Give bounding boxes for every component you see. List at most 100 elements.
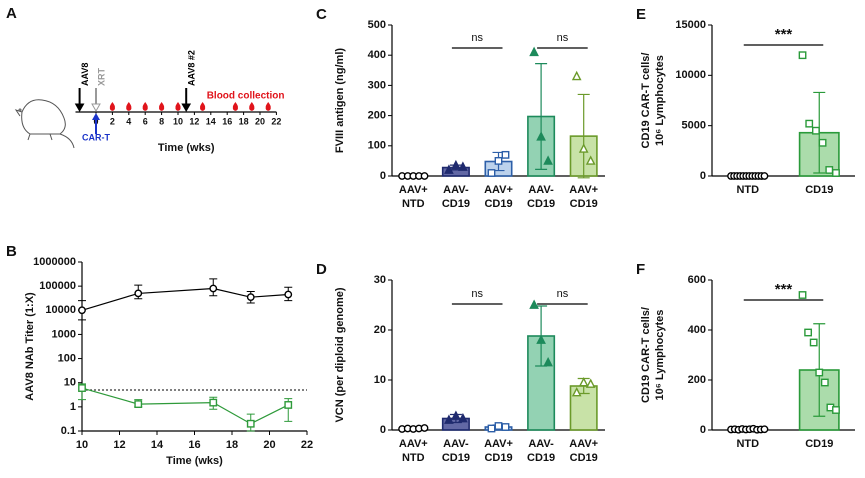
x-tick-label: 18: [239, 116, 249, 126]
x-tick-label: 14: [151, 439, 164, 451]
x-tick-label-line: AAV-: [443, 438, 469, 450]
blood-drop: [109, 102, 116, 111]
data-point: [536, 131, 546, 141]
y-tick-label: 30: [374, 274, 386, 286]
x-tick-label: 2: [110, 116, 115, 126]
significance-label: ns: [557, 32, 569, 44]
x-tick-label-line: CD19: [805, 438, 833, 450]
data-point: [487, 169, 496, 177]
x-tick-label: AAV+ CD19: [569, 438, 598, 464]
x-tick-label: 10: [173, 116, 183, 126]
x-tick-label: AAV- CD19: [527, 184, 555, 210]
y-tick-label: 600: [688, 274, 706, 286]
data-point: [458, 412, 468, 423]
event-label: CAR-T: [82, 132, 110, 142]
blood-drop: [232, 102, 238, 111]
x-axis-label: Time (wks): [158, 142, 215, 154]
y-tick-label: 400: [368, 49, 386, 61]
blood-drop: [200, 102, 206, 111]
data-point: [809, 338, 818, 347]
y-tick-label: 0.1: [61, 425, 76, 437]
x-tick-label-line: CD19: [805, 184, 833, 196]
x-tick-label-line: NTD: [736, 438, 759, 450]
blood-drop: [126, 102, 132, 111]
y-tick-label: 1: [70, 401, 76, 413]
x-tick-label: AAV- CD19: [442, 184, 470, 210]
data-point: [815, 368, 824, 377]
x-tick-label: 20: [263, 439, 275, 451]
y-tick-label: 10: [374, 374, 386, 386]
data-point: [529, 46, 539, 57]
x-tick-label: AAV+ NTD: [399, 438, 428, 464]
y-tick-label: 100: [368, 140, 386, 152]
y-axis-label: 10⁶ Lymphocytes: [654, 55, 666, 146]
data-point: [284, 401, 293, 409]
x-tick-label-line: CD19: [484, 452, 512, 464]
x-tick-label: 22: [301, 439, 313, 451]
y-tick-label: 300: [368, 79, 386, 91]
panel-label: D: [316, 261, 327, 278]
y-tick-label: 100: [58, 352, 76, 364]
x-tick-label: 10: [76, 439, 88, 451]
x-tick-label: AAV+ CD19: [569, 184, 598, 210]
data-point: [585, 378, 596, 388]
data-point: [494, 422, 503, 430]
x-tick-label-line: AAV-: [528, 184, 554, 196]
y-tick-label: 1000000: [33, 256, 76, 268]
x-tick-label-line: CD19: [527, 198, 555, 210]
y-axis-label: CD19 CAR-T cells/: [640, 307, 652, 403]
x-tick-label-line: CD19: [484, 198, 512, 210]
y-tick-label: 5000: [682, 120, 706, 132]
x-tick-label: CD19: [805, 438, 833, 450]
y-axis-label: AAV8 NAb Titer (1:X): [24, 292, 36, 401]
y-axis-label: FVIII antigen (ng/ml): [334, 48, 346, 153]
x-tick-label: 6: [143, 116, 148, 126]
y-tick-label: 20: [374, 324, 386, 336]
blood-drop: [159, 102, 165, 111]
data-point: [444, 164, 454, 174]
event-label: AAV8 #2: [187, 50, 197, 86]
data-point: [760, 425, 769, 434]
data-point: [458, 161, 468, 171]
panel-label: A: [6, 5, 17, 22]
x-tick-label: 12: [189, 116, 199, 126]
data-point: [760, 172, 769, 180]
data-point: [246, 293, 255, 302]
x-tick-label: AAV- CD19: [442, 438, 470, 464]
data-point: [585, 155, 596, 165]
y-tick-label: 0: [700, 170, 706, 182]
x-tick-label: AAV- CD19: [527, 438, 555, 464]
data-point: [444, 414, 454, 424]
y-tick-label: 10: [64, 377, 76, 389]
y-axis-label: CD19 CAR-T cells/: [640, 53, 652, 149]
y-tick-label: 200: [368, 110, 386, 122]
x-tick-label: 20: [255, 116, 265, 126]
event-arrow: [92, 113, 100, 134]
x-tick-label-line: NTD: [402, 198, 425, 210]
panel-label: C: [316, 6, 327, 23]
arrow-head: [91, 103, 101, 113]
data-point: [818, 138, 827, 147]
x-axis-label: Time (wks): [166, 455, 223, 467]
data-point: [543, 356, 553, 367]
x-tick-label: 22: [271, 116, 281, 126]
event-arrow: [91, 88, 101, 113]
data-point: [78, 384, 86, 392]
y-tick-label: 0: [380, 424, 386, 436]
x-tick-label-line: AAV+: [399, 184, 428, 196]
panel-label: E: [636, 6, 646, 23]
x-tick-label-line: CD19: [442, 198, 470, 210]
data-point: [134, 400, 143, 409]
y-axis-label: 10⁶ Lymphocytes: [654, 310, 666, 401]
y-tick-label: 400: [688, 324, 706, 336]
event-label: XRT: [96, 67, 106, 86]
x-tick-label-line: AAV+: [484, 438, 513, 450]
panel-label: F: [636, 261, 645, 278]
data-point: [571, 70, 582, 81]
data-point: [798, 291, 807, 299]
x-tick-label: AAV+ CD19: [484, 184, 513, 210]
arrow-head: [92, 113, 100, 120]
x-tick-label: 12: [113, 439, 125, 451]
x-tick-label-line: AAV+: [569, 438, 598, 450]
